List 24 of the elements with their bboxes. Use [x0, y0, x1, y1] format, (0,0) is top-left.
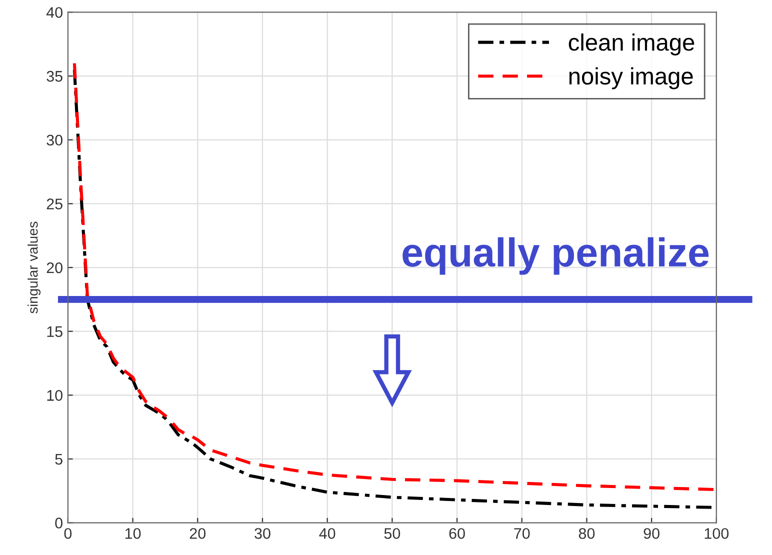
legend-label: clean image: [568, 33, 694, 56]
x-tick-label: 90: [644, 528, 660, 539]
y-axis-title: singular values: [28, 222, 41, 314]
x-tick-label: 40: [319, 528, 336, 539]
y-tick-label: 20: [46, 262, 62, 274]
y-tick-label: 0: [55, 518, 62, 528]
y-tick-label: 35: [46, 70, 62, 82]
x-tick-label: 0: [64, 528, 72, 539]
x-tick-label: 70: [514, 528, 530, 539]
y-tick-label: 5: [55, 454, 62, 465]
y-tick-label: 40: [46, 7, 62, 18]
x-tick-label: 100: [704, 528, 729, 539]
x-tick-label: 60: [449, 528, 465, 539]
x-tick-label: 30: [254, 528, 270, 539]
x-tick-label: 80: [578, 528, 595, 539]
y-tick-label: 25: [46, 198, 62, 210]
y-tick-label: 30: [46, 134, 62, 146]
ref-line-label: equally penalize: [402, 237, 709, 275]
legend-label: noisy image: [569, 67, 693, 90]
x-tick-label: 50: [384, 528, 400, 539]
x-tick-label: 20: [190, 528, 206, 539]
x-tick-label: 10: [125, 528, 141, 539]
y-tick-label: 10: [47, 390, 62, 401]
y-tick-label: 15: [47, 326, 62, 338]
